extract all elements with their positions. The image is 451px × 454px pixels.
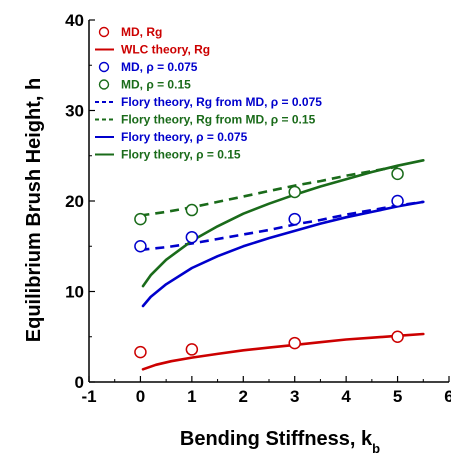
- series-marker-2: [288, 212, 301, 226]
- series-marker-0: [391, 330, 404, 343]
- x-tick-label: 5: [393, 387, 402, 406]
- legend-marker: [98, 26, 110, 38]
- legend-marker: [98, 61, 110, 73]
- x-tick-label: -1: [81, 387, 96, 406]
- y-tick-label: 30: [65, 102, 84, 121]
- series-line-7: [141, 159, 425, 288]
- x-tick-label: 6: [444, 387, 451, 406]
- x-tick-label: 0: [136, 387, 145, 406]
- y-tick-label: 10: [65, 283, 84, 302]
- series-marker-2: [134, 240, 147, 253]
- legend-label: MD, Rg: [121, 25, 162, 39]
- legend-label: WLC theory, Rg: [121, 43, 210, 57]
- x-tick-label: 3: [290, 387, 299, 406]
- series-marker-3: [185, 203, 199, 217]
- x-tick-label: 1: [187, 387, 196, 406]
- legend-label: Flory theory, ρ = 0.075: [121, 130, 248, 144]
- x-tick-label: 4: [341, 387, 351, 406]
- series-marker-3: [134, 212, 147, 226]
- series-marker-3: [288, 185, 301, 199]
- y-tick-label: 0: [75, 373, 84, 392]
- legend-label: MD, ρ = 0.15: [121, 78, 191, 92]
- series-line-5: [140, 165, 398, 217]
- y-tick-label: 40: [65, 11, 84, 30]
- y-tick-label: 20: [65, 192, 84, 211]
- series-marker-0: [288, 336, 301, 350]
- x-axis-label: Bending Stiffness, kb: [180, 428, 380, 454]
- series-marker-2: [185, 230, 199, 244]
- legend: MD, Rg WLC theory, Rg MD, ρ = 0.075 MD, ρ =…: [95, 25, 322, 162]
- series-marker-2: [391, 194, 404, 208]
- series-marker-3: [391, 167, 404, 181]
- y-axis-label: Equilibrium Brush Height, h: [23, 78, 45, 342]
- legend-label: MD, ρ = 0.075: [121, 60, 198, 74]
- legend-label: Flory theory, ρ = 0.15: [121, 148, 241, 162]
- x-axis-label-main: Bending Stiffness, k: [180, 428, 373, 450]
- series-lines: [140, 159, 425, 371]
- legend-label: Flory theory, Rg from MD, ρ = 0.075: [121, 95, 322, 109]
- series-line-1: [141, 332, 425, 371]
- series-markers: [134, 167, 404, 359]
- axis-ticks: [88, 19, 450, 383]
- series-marker-0: [185, 343, 199, 356]
- legend-label: Flory theory, Rg from MD, ρ = 0.15: [121, 113, 316, 127]
- x-tick-label: 2: [239, 387, 248, 406]
- legend-marker: [98, 79, 110, 90]
- series-marker-0: [134, 345, 147, 359]
- x-axis-label-subscript: b: [372, 441, 380, 454]
- series-line-6: [141, 200, 425, 308]
